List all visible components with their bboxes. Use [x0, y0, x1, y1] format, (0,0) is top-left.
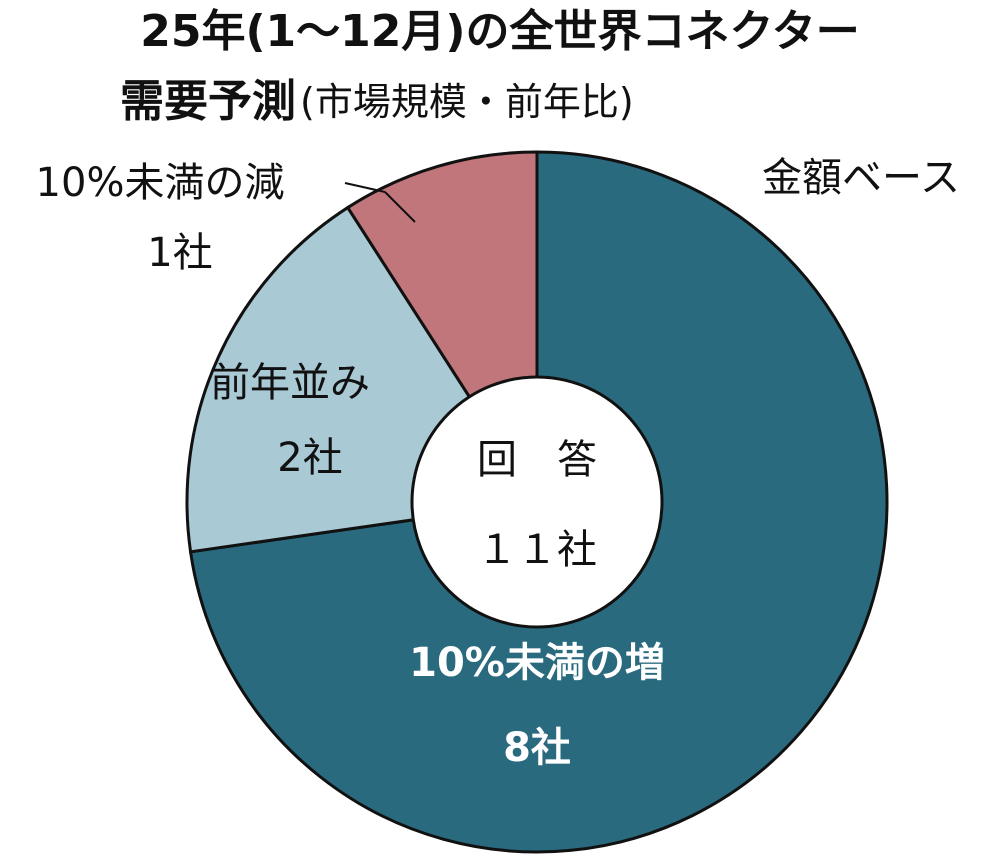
center-label: １１社	[477, 527, 597, 573]
category-label: 10%未満の減	[36, 160, 285, 206]
chart-title-line: 需要予測 (市場規模・前年比)	[120, 76, 634, 127]
value-label: 1社	[147, 230, 212, 276]
title-note: (市場規模・前年比)	[300, 80, 634, 124]
leader-line	[384, 191, 416, 223]
value-label: 2社	[277, 435, 342, 481]
category-label: 10%未満の増	[409, 640, 665, 686]
chart-title: 25年(1～12月)の全世界コネクター	[140, 6, 860, 57]
category-label: 前年並み	[210, 360, 370, 406]
donut-hole	[410, 375, 664, 629]
subtitle: 金額ベース	[762, 155, 960, 201]
leader-line	[344, 182, 386, 193]
center-label: 回 答	[477, 437, 597, 483]
value-label: 8社	[503, 725, 571, 771]
chart-title: 需要予測	[120, 76, 296, 127]
